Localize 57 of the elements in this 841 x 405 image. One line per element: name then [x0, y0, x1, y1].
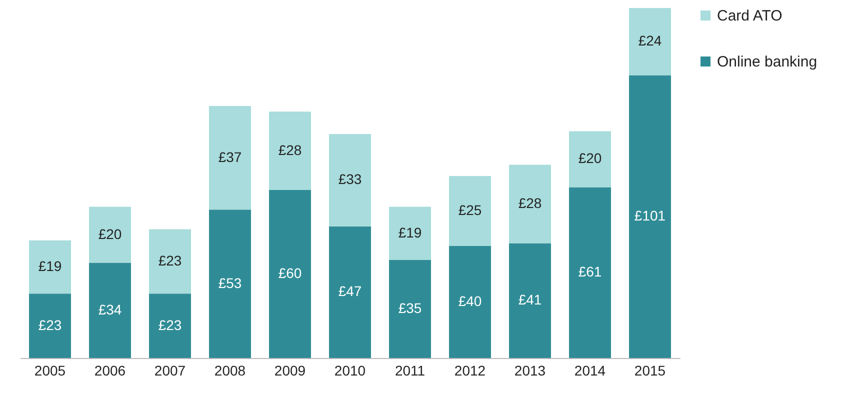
bar — [569, 187, 611, 358]
bar — [329, 134, 371, 226]
data-label: £23 — [38, 316, 62, 333]
x-tick-label: 2008 — [214, 362, 246, 378]
legend-label: Card ATO — [717, 8, 782, 24]
data-label: £101 — [634, 208, 666, 224]
data-label: £40 — [458, 293, 482, 309]
data-label: £33 — [338, 171, 362, 188]
data-label: £47 — [338, 283, 362, 300]
data-label: £20 — [98, 226, 122, 242]
bar — [509, 164, 551, 244]
bar — [389, 206, 431, 260]
bar — [629, 8, 671, 76]
bar — [449, 246, 491, 358]
data-label: £19 — [398, 224, 422, 240]
bar — [29, 294, 71, 358]
x-tick-label: 2006 — [94, 362, 126, 378]
data-label: £61 — [578, 264, 602, 280]
x-tick-label: 2012 — [454, 362, 486, 378]
data-label: £53 — [218, 274, 242, 291]
data-label: £60 — [278, 265, 302, 281]
bar — [149, 229, 191, 294]
data-label: £28 — [278, 142, 302, 158]
bar — [149, 294, 191, 358]
data-label: £34 — [98, 301, 122, 318]
bar — [629, 75, 671, 358]
x-tick-label: 2005 — [34, 362, 66, 378]
bar — [269, 112, 311, 190]
data-label: £35 — [398, 300, 422, 316]
bar — [449, 176, 491, 246]
x-tick-label: 2014 — [574, 362, 606, 378]
bar — [209, 210, 251, 358]
x-tick-label: 2011 — [394, 362, 426, 378]
bar — [569, 131, 611, 188]
data-label: £23 — [158, 252, 182, 268]
data-label: £24 — [638, 32, 662, 49]
data-label: £19 — [38, 258, 62, 274]
bar — [509, 243, 551, 358]
x-tick-label: 2009 — [274, 362, 306, 378]
bar — [209, 106, 251, 210]
x-tick-label: 2010 — [334, 362, 366, 378]
data-label: £37 — [218, 148, 242, 165]
x-tick-label: 2013 — [514, 362, 546, 378]
data-label: £23 — [158, 316, 182, 333]
bar — [89, 206, 131, 263]
bar — [389, 260, 431, 358]
data-label: £25 — [458, 202, 482, 218]
x-tick-label: 2015 — [634, 362, 666, 378]
bar — [29, 240, 71, 294]
bar — [329, 226, 371, 358]
data-label: £41 — [518, 292, 542, 308]
legend-label: Online banking — [717, 54, 818, 70]
bar — [89, 262, 131, 358]
bar — [269, 190, 311, 358]
data-label: £20 — [578, 150, 602, 166]
x-tick-label: 2007 — [154, 362, 186, 378]
data-label: £28 — [518, 195, 542, 211]
